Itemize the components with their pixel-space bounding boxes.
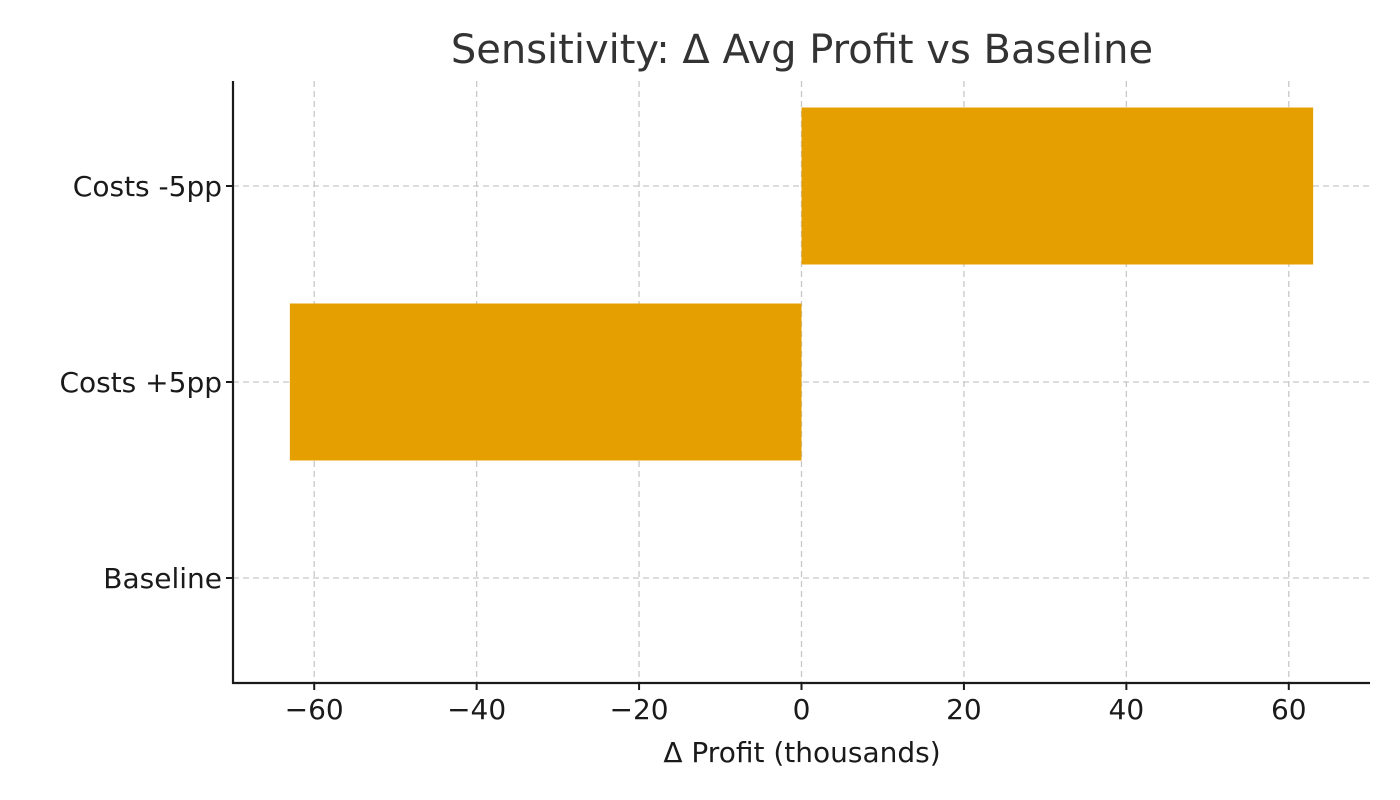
axis-layer: −60 −40 −20 0 20 40 60 Baseline Costs +5pp Costs … xyxy=(59,81,1370,726)
y-tick-label: Baseline xyxy=(103,562,222,595)
x-tick-label: −40 xyxy=(447,693,506,726)
x-tick-label: 60 xyxy=(1271,693,1307,726)
x-tick-label: 0 xyxy=(793,693,811,726)
x-tick-label: −20 xyxy=(610,693,669,726)
bar-layer xyxy=(289,107,1314,461)
x-tick-label: 20 xyxy=(946,693,982,726)
x-tick-label: 40 xyxy=(1109,693,1145,726)
axis-spines xyxy=(231,81,1370,685)
bar xyxy=(801,107,1314,265)
x-tick-label: −60 xyxy=(285,693,344,726)
y-tick-label: Costs -5pp xyxy=(73,170,222,203)
chart-title: Sensitivity: Δ Avg Profit vs Baseline xyxy=(451,27,1153,73)
y-tick-label: Costs +5pp xyxy=(59,366,222,399)
bar xyxy=(289,303,802,461)
x-axis-label: Δ Profit (thousands) xyxy=(663,736,940,769)
